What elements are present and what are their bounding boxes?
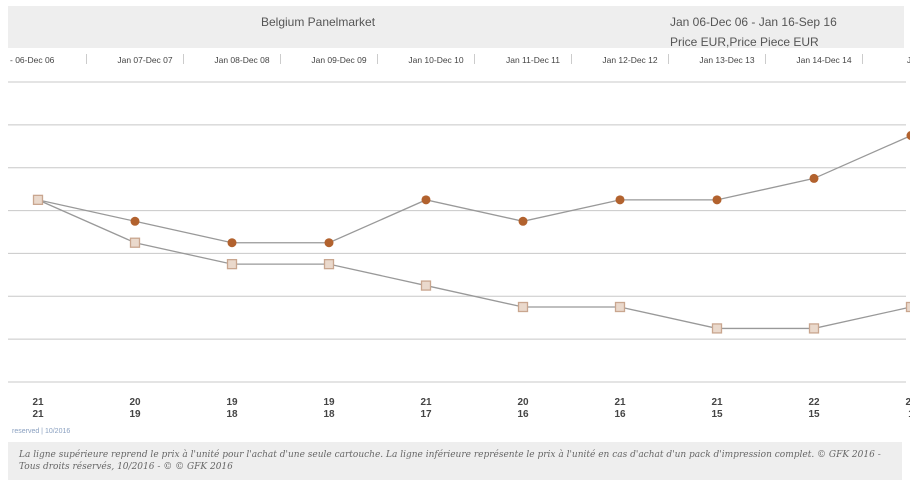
x-tick-label: Jan 13-Dec 13 bbox=[699, 55, 755, 65]
series-line-1 bbox=[38, 136, 910, 243]
data-point bbox=[616, 195, 625, 204]
data-point bbox=[519, 303, 528, 312]
data-label: 16 bbox=[614, 409, 626, 420]
data-label: 21 bbox=[711, 397, 723, 408]
data-label: 15 bbox=[808, 409, 820, 420]
data-label: 21 bbox=[32, 409, 44, 420]
chart-caption: La ligne supérieure reprend le prix à l'… bbox=[19, 449, 897, 473]
x-tick-label: Jan 08-Dec 08 bbox=[214, 55, 270, 65]
data-point bbox=[325, 238, 334, 247]
data-label: 21 bbox=[32, 397, 44, 408]
data-point bbox=[34, 195, 43, 204]
x-tick-label: Jan 11-Dec 11 bbox=[506, 55, 560, 65]
data-point bbox=[713, 195, 722, 204]
data-label: 19 bbox=[323, 397, 335, 408]
data-label: 22 bbox=[808, 397, 820, 408]
data-point bbox=[131, 217, 140, 226]
data-point bbox=[713, 324, 722, 333]
x-tick-label: Jan 09-Dec 09 bbox=[311, 55, 367, 65]
data-label: 21 bbox=[614, 397, 626, 408]
data-label: 20 bbox=[517, 397, 529, 408]
data-point bbox=[228, 260, 237, 269]
data-point bbox=[422, 195, 431, 204]
data-label: 20 bbox=[129, 397, 141, 408]
data-label: 19 bbox=[226, 397, 238, 408]
x-tick-label: Jan 10-Dec 10 bbox=[408, 55, 464, 65]
data-point bbox=[422, 281, 431, 290]
data-label: 21 bbox=[420, 397, 432, 408]
data-label: 15 bbox=[711, 409, 723, 420]
x-tick-label: Jan 12-Dec 12 bbox=[602, 55, 658, 65]
data-point bbox=[131, 238, 140, 247]
data-label: 24 bbox=[905, 397, 910, 408]
x-tick-label: Jan 07-Dec 07 bbox=[117, 55, 173, 65]
data-point bbox=[810, 324, 819, 333]
data-point bbox=[616, 303, 625, 312]
x-tick-label: - 06-Dec 06 bbox=[10, 55, 55, 65]
x-tick-label: Jan 14-Dec 14 bbox=[796, 55, 852, 65]
caption-box: La ligne supérieure reprend le prix à l'… bbox=[8, 442, 902, 480]
data-label: 17 bbox=[420, 409, 432, 420]
data-point bbox=[228, 238, 237, 247]
data-label: 16 bbox=[517, 409, 529, 420]
data-point bbox=[519, 217, 528, 226]
source-note: reserved | 10/2016 bbox=[12, 428, 70, 435]
series-line-2 bbox=[38, 200, 910, 329]
line-chart: - 06-Dec 06 Jan 07-Dec 07 Jan 08-Dec 08 Jan… bbox=[0, 0, 910, 430]
data-point bbox=[907, 131, 910, 140]
data-point bbox=[325, 260, 334, 269]
data-label: 19 bbox=[129, 409, 141, 420]
data-point bbox=[907, 303, 910, 312]
data-label: 18 bbox=[226, 409, 238, 420]
data-label: 18 bbox=[323, 409, 335, 420]
data-point bbox=[810, 174, 819, 183]
